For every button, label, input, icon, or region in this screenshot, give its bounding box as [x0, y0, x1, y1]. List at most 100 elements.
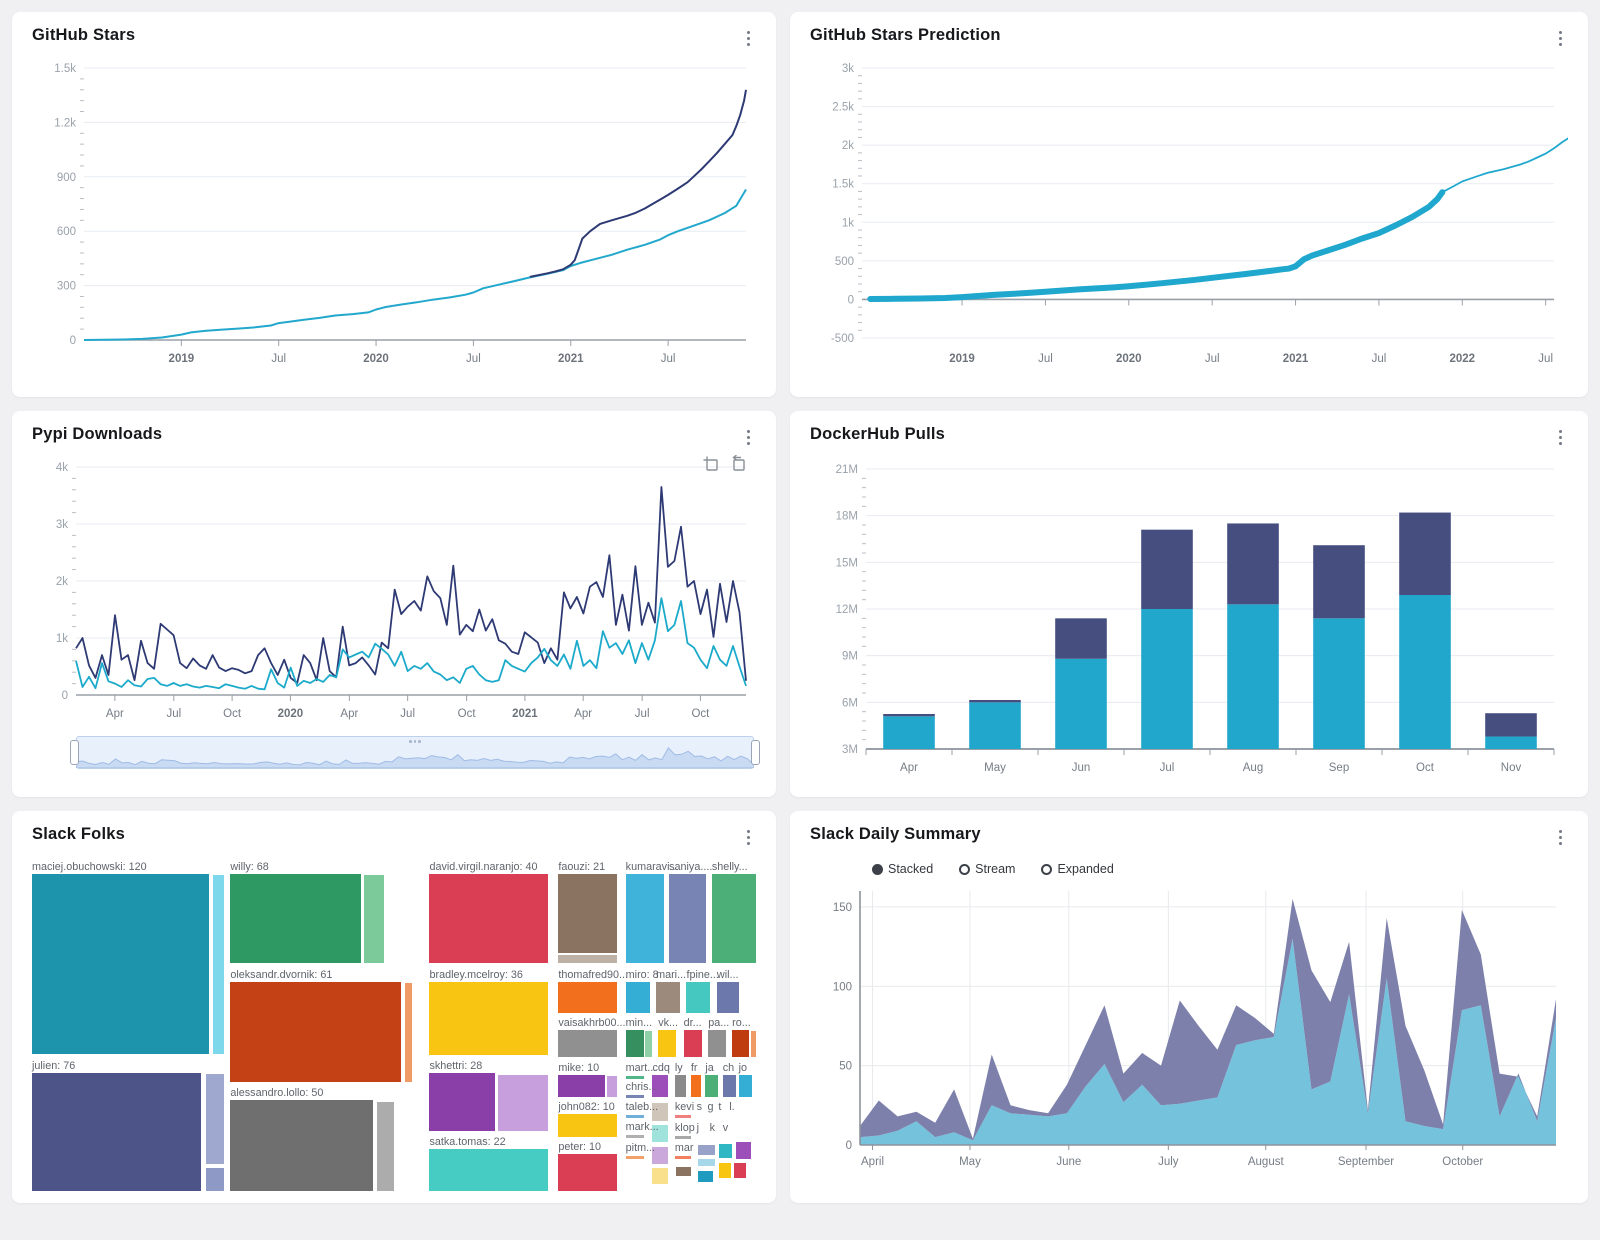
treemap-cell[interactable]: pa...: [708, 1017, 729, 1058]
treemap-cell[interactable]: [644, 1031, 652, 1058]
svg-text:Apr: Apr: [340, 708, 358, 720]
treemap-cell[interactable]: kumaravi...: [625, 861, 678, 964]
slack-folks-treemap[interactable]: maciej.obuchowski: 120 julien: 76 willy: 6…: [32, 861, 756, 1191]
treemap-cell[interactable]: john082: 10: [558, 1101, 617, 1137]
treemap-cell[interactable]: [676, 1166, 691, 1177]
legend-radio-expanded[interactable]: Expanded: [1041, 862, 1114, 876]
treemap-cell[interactable]: [750, 1031, 756, 1058]
treemap-cell[interactable]: [364, 875, 384, 964]
treemap-cell[interactable]: pitm...: [625, 1141, 656, 1159]
treemap-cell[interactable]: [205, 1167, 224, 1191]
treemap-cell[interactable]: fr: [690, 1062, 701, 1098]
treemap-cell[interactable]: vk...: [658, 1017, 678, 1058]
treemap-cell-label: pitm...: [625, 1141, 656, 1154]
datazoom-left-handle[interactable]: [70, 740, 79, 765]
treemap-cell[interactable]: v: [723, 1122, 729, 1138]
treemap-cell[interactable]: julien: 76: [32, 1060, 202, 1191]
datazoom-slider[interactable]: [70, 736, 760, 769]
treemap-cell[interactable]: skhettri: 28: [429, 1060, 495, 1131]
restore-icon[interactable]: [729, 454, 746, 472]
treemap-cell[interactable]: j: [697, 1122, 703, 1138]
legend-label: Stacked: [888, 862, 934, 876]
treemap-cell[interactable]: [698, 1159, 716, 1166]
treemap-cell[interactable]: mari...: [656, 969, 686, 1013]
treemap-cell[interactable]: ch: [722, 1062, 736, 1098]
treemap-cell[interactable]: [734, 1162, 746, 1178]
treemap-cell[interactable]: t: [718, 1101, 724, 1117]
treemap-cell[interactable]: k: [710, 1122, 716, 1138]
treemap-cell[interactable]: maciej.obuchowski: 120: [32, 861, 209, 1055]
kebab-menu-icon[interactable]: [1553, 24, 1568, 53]
treemap-cell[interactable]: mart...: [625, 1062, 656, 1079]
treemap-cell[interactable]: shelly...: [711, 861, 756, 964]
treemap-cell[interactable]: s: [697, 1101, 703, 1117]
treemap-cell[interactable]: l.: [729, 1101, 735, 1117]
treemap-cell[interactable]: g: [707, 1101, 713, 1117]
treemap-cell[interactable]: [698, 1170, 713, 1182]
slack-daily-summary-chart[interactable]: 0 50 100 150 April May June July August September…: [810, 883, 1568, 1173]
treemap-cell[interactable]: faouzi: 21: [558, 861, 617, 953]
kebab-menu-icon[interactable]: [1553, 823, 1568, 852]
zoom-box-select-icon[interactable]: [702, 455, 719, 472]
kebab-menu-icon[interactable]: [1553, 423, 1568, 452]
treemap-cell[interactable]: [652, 1146, 669, 1164]
legend-radio-stacked[interactable]: Stacked: [872, 862, 933, 876]
treemap-cell[interactable]: [719, 1144, 733, 1158]
treemap-cell[interactable]: jo: [738, 1062, 752, 1098]
treemap-cell[interactable]: oleksandr.dvornik: 61: [230, 969, 402, 1082]
treemap-cell[interactable]: ly: [674, 1062, 686, 1098]
treemap-cell[interactable]: thomafred90...: [558, 969, 628, 1013]
treemap-cell[interactable]: saniya....: [669, 861, 712, 964]
treemap-cell[interactable]: [652, 1125, 669, 1143]
dockerhub-pulls-chart[interactable]: 3M 6M 9M 12M 15M 18M 21M Apr May Jun Jul Aug Sep Oct N…: [810, 457, 1568, 779]
kebab-menu-icon[interactable]: [741, 823, 756, 852]
treemap-cell[interactable]: [404, 983, 413, 1082]
treemap-cell[interactable]: alessandro.lollo: 50: [230, 1087, 373, 1191]
datazoom-right-handle[interactable]: [751, 740, 760, 765]
github-stars-chart[interactable]: 0 300 600 900 1.2k 1.5k 2019 Jul 2020 Jul 2021 Jul: [32, 58, 756, 370]
datazoom-grip-handle[interactable]: [402, 738, 428, 745]
treemap-cell[interactable]: mark...: [625, 1121, 659, 1139]
treemap-cell[interactable]: min...: [625, 1017, 652, 1058]
treemap-cell[interactable]: bradley.mcelroy: 36: [429, 969, 549, 1056]
dashboard: GitHub Stars 0 300 600 900 1.2k 1.5k 2019 Jul 20…: [12, 12, 1588, 1203]
treemap-cell[interactable]: willy: 68: [230, 861, 361, 964]
treemap-cell[interactable]: [652, 1103, 669, 1122]
treemap-cell[interactable]: satka.tomas: 22: [429, 1136, 549, 1191]
kebab-menu-icon[interactable]: [741, 423, 756, 452]
panel-header: Slack Daily Summary: [810, 825, 1568, 857]
treemap-cell[interactable]: [698, 1145, 716, 1155]
legend-radio-stream[interactable]: Stream: [959, 862, 1015, 876]
treemap-cell[interactable]: [719, 1162, 731, 1178]
treemap-cell[interactable]: peter: 10: [558, 1141, 617, 1191]
treemap-cell[interactable]: ro...: [732, 1017, 751, 1058]
kebab-menu-icon[interactable]: [741, 24, 756, 53]
treemap-cell[interactable]: mar: [674, 1142, 694, 1160]
bar-segment-pulls-image-b: [1141, 529, 1193, 609]
treemap-cell[interactable]: wil...: [716, 969, 740, 1013]
treemap-cell[interactable]: [558, 955, 617, 964]
treemap-cell-label: j: [696, 1121, 700, 1134]
treemap-cell[interactable]: [652, 1167, 669, 1185]
treemap-cell[interactable]: kevi: [674, 1101, 694, 1118]
treemap-cell[interactable]: [376, 1101, 394, 1191]
treemap-cell[interactable]: miro: 8: [625, 969, 659, 1013]
treemap-cell[interactable]: david.virgil.naranjo: 40: [429, 861, 549, 964]
treemap-cell[interactable]: [497, 1074, 549, 1131]
treemap-cell[interactable]: dr...: [683, 1017, 702, 1058]
treemap-cell[interactable]: fpine...: [686, 969, 719, 1013]
treemap-cell[interactable]: chris...: [625, 1081, 657, 1099]
treemap-cell[interactable]: [736, 1142, 751, 1159]
treemap-cell[interactable]: taleb...: [625, 1101, 658, 1119]
github-stars-prediction-chart[interactable]: -500 0 500 1k 1.5k 2k 2.5k 3k 2019 Jul 2020 Jul 2021…: [810, 58, 1588, 370]
treemap-cell[interactable]: ja: [705, 1062, 719, 1098]
treemap-cell[interactable]: klop: [674, 1122, 695, 1139]
treemap-cell[interactable]: [213, 875, 224, 1055]
treemap-cell[interactable]: vaisakhrb00...: [558, 1017, 626, 1058]
treemap-cell[interactable]: [205, 1073, 224, 1164]
treemap-cell[interactable]: [606, 1075, 617, 1098]
pypi-downloads-chart[interactable]: 0 1k 2k 3k 4k Apr Jul Oct 2020 Apr Jul Oct 2021 Apr Ju…: [32, 457, 756, 725]
treemap-cell[interactable]: mike: 10: [558, 1062, 605, 1098]
svg-text:April: April: [861, 1156, 884, 1168]
treemap-cell[interactable]: cdq: [652, 1062, 670, 1098]
